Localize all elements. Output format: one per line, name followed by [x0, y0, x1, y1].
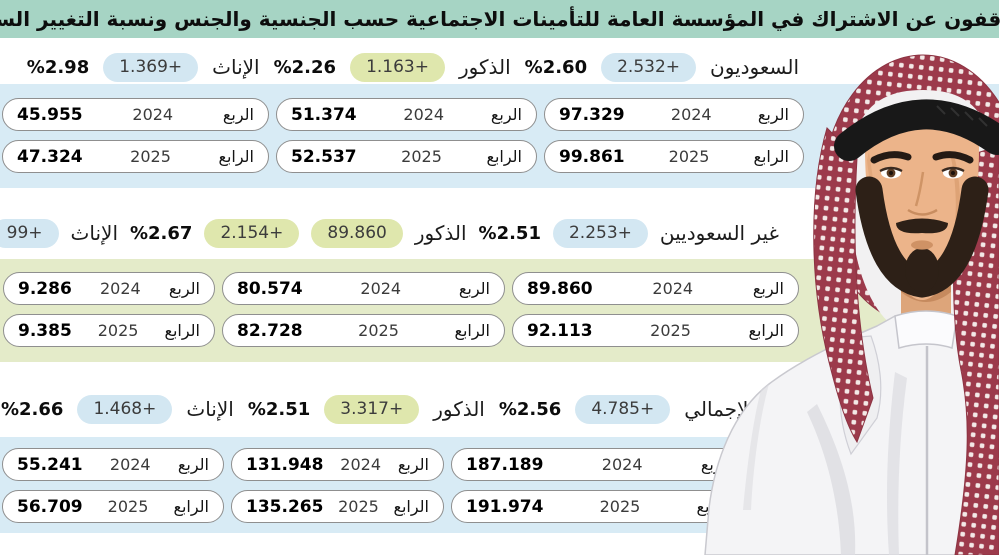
males-label: الذكور [415, 221, 468, 245]
table-row: الرابع 2025 56.709 [3, 490, 225, 523]
total-males-column: الربع 2024 131.948 الرابع 2025 135.265 [232, 448, 445, 523]
table-row: الربع 2024 55.241 [3, 448, 225, 481]
table-row: الربع 2024 51.374 [277, 98, 538, 131]
table-row: الرابع 2025 135.265 [232, 490, 445, 523]
saudis-females-pct: %2.98 [27, 56, 91, 78]
section-label-total: الإجمالي [685, 397, 755, 421]
section-label-saudis: السعوديون [711, 55, 800, 79]
females-label: الإناث [71, 221, 119, 245]
non-saudis-males-pct: %2.67 [131, 222, 194, 244]
saudis-table: الربع 2024 97.329 الرابع 2025 99.861 الر… [3, 98, 805, 173]
non-saudis-total-pct: %2.51 [479, 222, 542, 244]
females-label: الإناث [213, 55, 261, 79]
non-saudis-females-change-pill: +99 [0, 218, 60, 248]
non-saudis-total-column: الربع 2024 89.860 الرابع 2025 92.113 [513, 272, 800, 347]
saudis-females-change-pill: +1.369 [104, 52, 200, 82]
total-total-column: الربع 2024 187.189 الرابع 2025 191.974 [452, 448, 748, 523]
total-females-change-pill: +1.468 [78, 394, 174, 424]
page-title: المتوقفون عن الاشتراك في المؤسسة العامة … [0, 7, 1000, 31]
non-saudis-table: الربع 2024 89.860 الرابع 2025 92.113 الر… [4, 272, 800, 347]
total-table: الربع 2024 187.189 الرابع 2025 191.974 ا… [3, 448, 748, 523]
section-label-non-saudis: غير السعوديين [660, 221, 780, 245]
non-saudis-males-column: الربع 2024 80.574 الرابع 2025 82.728 [223, 272, 506, 347]
table-row: الرابع 2025 9.385 [4, 314, 216, 347]
saudis-total-change-pill: +2.532 [602, 52, 698, 82]
table-row: الرابع 2025 52.537 [277, 140, 538, 173]
males-label: الذكور [459, 55, 512, 79]
non-saudis-males-count-pill: 89.860 [312, 218, 404, 248]
table-row: الرابع 2025 92.113 [513, 314, 800, 347]
females-label: الإناث [187, 397, 235, 421]
table-row: الربع 2024 45.955 [3, 98, 270, 131]
saudis-total-pct: %2.60 [525, 56, 589, 78]
non-saudis-males-change-pill: +2.154 [205, 218, 301, 248]
table-row: الربع 2024 89.860 [513, 272, 800, 305]
saudis-total-column: الربع 2024 97.329 الرابع 2025 99.861 [545, 98, 805, 173]
total-females-column: الربع 2024 55.241 الرابع 2025 56.709 [3, 448, 225, 523]
non-saudis-total-change-pill: +2.253 [553, 218, 649, 248]
table-row: الرابع 2025 47.324 [3, 140, 270, 173]
total-total-pct: %2.56 [499, 398, 563, 420]
saudis-males-change-pill: +1.163 [351, 52, 446, 82]
males-label: الذكور [434, 397, 486, 421]
table-row: الربع 2024 80.574 [223, 272, 506, 305]
saudis-males-pct: %2.26 [274, 56, 338, 78]
total-females-pct: %2.66 [2, 398, 65, 420]
section-header-total: الإجمالي +4.785 %2.56 الذكور +3.317 %2.5… [2, 392, 755, 426]
table-row: الرابع 2025 191.974 [452, 490, 748, 523]
total-males-change-pill: +3.317 [325, 394, 421, 424]
table-row: الرابع 2025 99.861 [545, 140, 805, 173]
table-row: الربع 2024 9.286 [4, 272, 216, 305]
non-saudis-females-column: الربع 2024 9.286 الرابع 2025 9.385 [4, 272, 216, 347]
saudis-males-column: الربع 2024 51.374 الرابع 2025 52.537 [277, 98, 538, 173]
total-total-change-pill: +4.785 [576, 394, 672, 424]
table-row: الربع 2024 187.189 [452, 448, 748, 481]
section-header-saudis: السعوديون +2.532 %2.60 الذكور +1.163 %2.… [28, 50, 800, 84]
table-row: الربع 2024 97.329 [545, 98, 805, 131]
table-row: الرابع 2025 82.728 [223, 314, 506, 347]
table-row: الربع 2024 131.948 [232, 448, 445, 481]
total-males-pct: %2.51 [248, 398, 312, 420]
section-header-non-saudis: غير السعوديين +2.253 %2.51 الذكور 89.860… [0, 216, 780, 250]
saudis-females-column: الربع 2024 45.955 الرابع 2025 47.324 [3, 98, 270, 173]
title-bar: المتوقفون عن الاشتراك في المؤسسة العامة … [0, 0, 1000, 38]
